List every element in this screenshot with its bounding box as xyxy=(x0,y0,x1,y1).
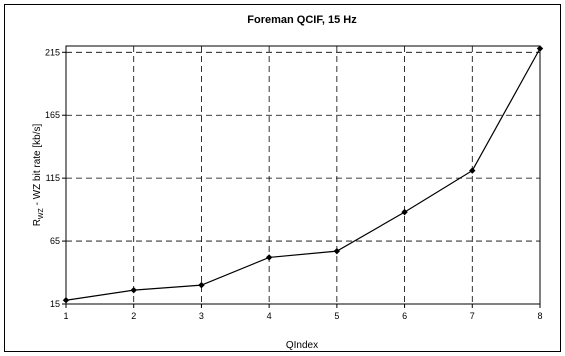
x-tick-label: 7 xyxy=(470,311,475,321)
grid-lines xyxy=(66,46,540,304)
y-axis-label-main: R xyxy=(32,219,43,226)
x-tick-label: 1 xyxy=(63,311,68,321)
x-tick-label: 4 xyxy=(267,311,272,321)
x-axis-ticks: 1 2 3 4 5 6 7 8 xyxy=(63,304,543,321)
data-point-marker xyxy=(198,281,205,289)
data-point-marker xyxy=(401,208,408,216)
x-tick-label: 2 xyxy=(131,311,136,321)
data-point-marker xyxy=(62,297,70,304)
x-tick-label: 3 xyxy=(199,311,204,321)
x-tick-label: 6 xyxy=(402,311,407,321)
plot-area-border xyxy=(65,45,541,305)
y-tick-label: 215 xyxy=(45,47,60,57)
y-tick-label: 115 xyxy=(46,173,60,183)
series-line xyxy=(65,48,541,301)
data-point-marker xyxy=(333,247,341,255)
y-axis-ticks: 15 65 115 165 215 xyxy=(45,47,66,309)
y-axis-label-rest: - WZ bit rate [kb/s] xyxy=(32,123,43,208)
y-tick-label: 65 xyxy=(50,236,60,246)
data-point-marker xyxy=(265,254,273,261)
data-point-marker xyxy=(469,167,476,174)
chart-title: Foreman QCIF, 15 Hz xyxy=(247,14,357,26)
y-tick-label: 165 xyxy=(45,110,60,120)
y-axis-label-subscript: WZ xyxy=(38,207,45,219)
y-axis-label: RWZ - WZ bit rate [kb/s] xyxy=(32,123,45,226)
y-tick-label: 15 xyxy=(50,299,60,309)
x-axis-label: QIndex xyxy=(286,340,318,351)
x-tick-label: 5 xyxy=(334,311,339,321)
x-tick-label: 8 xyxy=(537,311,542,321)
data-point-marker xyxy=(130,286,137,294)
data-point-marker xyxy=(536,45,544,52)
series-group xyxy=(62,45,544,304)
